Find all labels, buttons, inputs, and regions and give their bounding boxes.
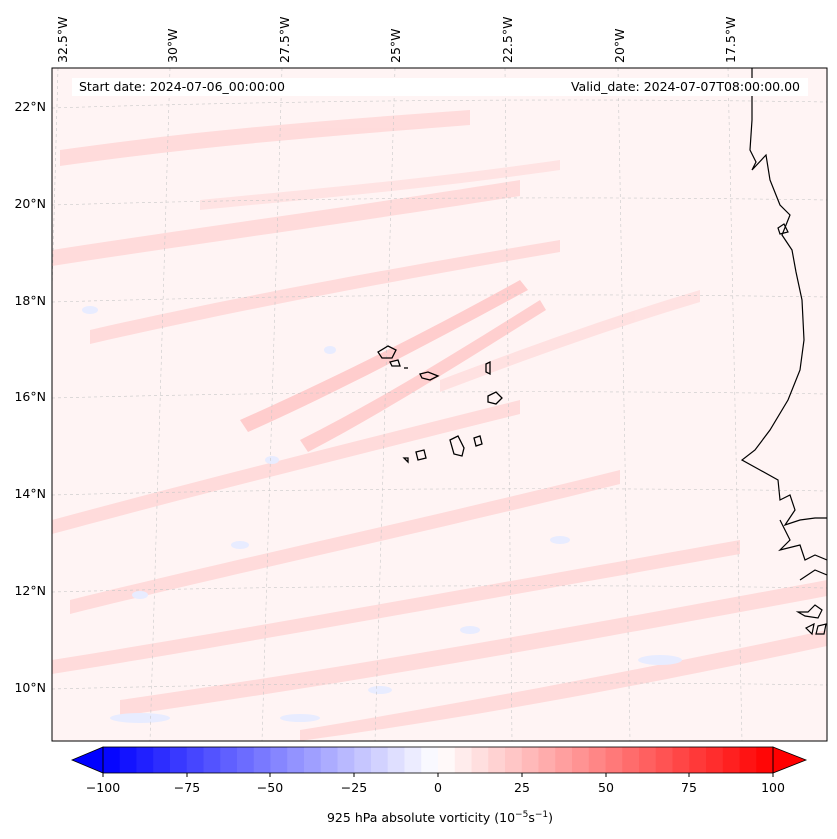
colorbar-cell — [672, 747, 690, 773]
vorticity-field-background — [52, 68, 827, 741]
lat-label: 22°N — [14, 99, 46, 114]
colorbar-cell — [270, 747, 288, 773]
colorbar-tick-label: −100 — [86, 780, 120, 795]
vorticity-positive-bands — [52, 110, 827, 741]
colorbar-cell — [622, 747, 640, 773]
lat-label: 20°N — [14, 196, 46, 211]
colorbar-cell — [689, 747, 707, 773]
island-sal — [485, 360, 491, 376]
colorbar-cell — [203, 747, 221, 773]
island-boa-vista — [487, 391, 503, 405]
colorbar-cell — [220, 747, 238, 773]
colorbar-cell — [387, 747, 405, 773]
island-maio — [473, 435, 483, 447]
colorbar-tick-label: 0 — [434, 780, 442, 795]
lon-label: 27.5°W — [277, 17, 292, 63]
colorbar-cell — [655, 747, 673, 773]
colorbar-cell — [186, 747, 204, 773]
colorbar-cell — [354, 747, 372, 773]
colorbar-tick-label: 100 — [761, 780, 785, 795]
island-santo-antao — [377, 345, 397, 359]
island-fogo — [415, 449, 427, 461]
lat-label: 10°N — [14, 680, 46, 695]
lon-label: 20°W — [612, 28, 627, 63]
lon-label: 22.5°W — [500, 17, 515, 63]
coastline — [740, 68, 827, 636]
colorbar-tick-labels: −100 −75 −50 −25 0 25 50 75 100 — [86, 780, 785, 795]
colorbar-cell — [304, 747, 322, 773]
longitude-labels: 32.5°W 30°W 27.5°W 25°W 22.5°W 20°W 17.5… — [55, 17, 738, 63]
colorbar-cell — [153, 747, 171, 773]
header-box — [72, 78, 808, 96]
colorbar-cell — [639, 747, 657, 773]
colorbar-cell — [170, 747, 188, 773]
colorbar-cell — [555, 747, 573, 773]
colorbar-cell — [505, 747, 523, 773]
gridlines — [52, 68, 827, 741]
island-brava — [402, 457, 409, 464]
start-date-label: Start date: 2024-07-06_00:00:00 — [79, 79, 285, 94]
vorticity-negative-patches — [82, 306, 682, 723]
colorbar-label: 925 hPa absolute vorticity (10−5s−1) — [327, 810, 553, 825]
colorbar-cell — [722, 747, 740, 773]
colorbar-tick-label: 50 — [598, 780, 614, 795]
colorbar-tick-label: 25 — [514, 780, 530, 795]
colorbar-cell — [404, 747, 422, 773]
colorbar-cell — [421, 747, 439, 773]
lon-label: 17.5°W — [723, 17, 738, 63]
latitude-labels: 22°N 20°N 18°N 16°N 14°N 12°N 10°N — [14, 99, 46, 695]
colorbar-ticks — [102, 773, 774, 777]
colorbar-cell — [438, 747, 456, 773]
colorbar-cell — [588, 747, 606, 773]
valid-date-label: Valid_date: 2024-07-07T08:00:00.00 — [571, 79, 800, 94]
colorbar-cells — [103, 747, 774, 773]
colorbar-cell — [136, 747, 154, 773]
colorbar-extend-max — [772, 746, 808, 774]
colorbar-tick-label: −75 — [174, 780, 200, 795]
colorbar-cell — [253, 747, 271, 773]
lat-label: 12°N — [14, 583, 46, 598]
colorbar-tick-label: 75 — [681, 780, 697, 795]
colorbar-cell — [706, 747, 724, 773]
colorbar-cell — [488, 747, 506, 773]
colorbar-cell — [371, 747, 389, 773]
colorbar-cell — [538, 747, 556, 773]
lat-label: 18°N — [14, 293, 46, 308]
colorbar-cell — [471, 747, 489, 773]
island-sao-vicente — [389, 359, 401, 367]
colorbar-cell — [454, 747, 472, 773]
colorbar-cell — [605, 747, 623, 773]
lon-label: 32.5°W — [55, 17, 70, 63]
colorbar-cell — [337, 747, 355, 773]
map-frame — [51, 67, 828, 742]
lon-label: 30°W — [165, 28, 180, 63]
lat-label: 16°N — [14, 389, 46, 404]
map-panel — [52, 68, 827, 741]
lat-label: 14°N — [14, 486, 46, 501]
colorbar-cell — [572, 747, 590, 773]
colorbar-cell — [237, 747, 255, 773]
colorbar-extend-min — [70, 746, 104, 774]
colorbar: −100 −75 −50 −25 0 25 50 75 100 925 hPa … — [70, 746, 808, 825]
colorbar-cell — [119, 747, 137, 773]
colorbar-tick-label: −25 — [341, 780, 367, 795]
cape-verde-islands — [377, 345, 503, 464]
colorbar-cell — [521, 747, 539, 773]
west-africa-coast — [740, 68, 827, 527]
island-santiago — [449, 435, 465, 457]
colorbar-cell — [320, 747, 338, 773]
lon-label: 25°W — [388, 28, 403, 63]
colorbar-cell — [287, 747, 305, 773]
colorbar-tick-label: −50 — [257, 780, 283, 795]
island-sao-nicolau — [419, 371, 440, 381]
colorbar-cell — [756, 747, 774, 773]
colorbar-cell — [103, 747, 121, 773]
colorbar-cell — [739, 747, 757, 773]
